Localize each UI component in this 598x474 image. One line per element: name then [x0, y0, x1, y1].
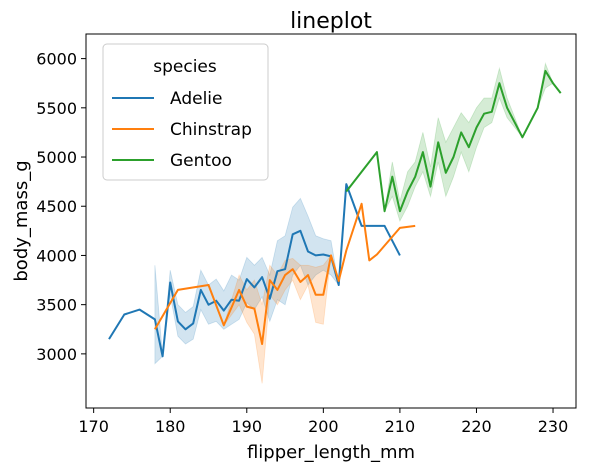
- plot-area: [108, 62, 562, 384]
- y-tick-label: 5000: [36, 148, 77, 167]
- y-tick-label: 3500: [36, 296, 77, 315]
- plot-frame: [85, 33, 577, 409]
- y-tick-label: 5500: [36, 99, 77, 118]
- y-tick-label: 4500: [36, 197, 77, 216]
- y-tick-label: 4000: [36, 246, 77, 265]
- y-axis-label: body_mass_g: [11, 160, 32, 281]
- legend-label-gentoo: Gentoo: [170, 151, 232, 171]
- x-axis: 170 180 190 200 210 220 230: [78, 408, 568, 436]
- x-axis-label: flipper_length_mm: [247, 442, 415, 463]
- legend-title: species: [153, 57, 217, 77]
- x-tick-label: 230: [538, 417, 569, 436]
- x-tick-label: 180: [155, 417, 186, 436]
- x-tick-label: 200: [308, 417, 339, 436]
- series-line-gentoo: [345, 69, 562, 213]
- x-tick-label: 220: [461, 417, 492, 436]
- y-tick-label: 6000: [36, 50, 77, 69]
- series-line-chinstrap: [154, 202, 416, 345]
- chart-title: lineplot: [290, 9, 372, 34]
- ci-band-gentoo: [345, 62, 562, 223]
- x-tick-label: 210: [385, 417, 416, 436]
- y-tick-label: 3000: [36, 345, 77, 364]
- legend-label-chinstrap: Chinstrap: [170, 120, 252, 140]
- x-tick-label: 190: [232, 417, 263, 436]
- legend-box: [102, 43, 269, 181]
- x-tick-label: 170: [78, 417, 109, 436]
- y-axis: 3000 3500 4000 4500 5000 5500 6000: [36, 50, 86, 364]
- legend: species Adelie Chinstrap Gentoo: [102, 43, 269, 181]
- legend-label-adelie: Adelie: [170, 89, 223, 109]
